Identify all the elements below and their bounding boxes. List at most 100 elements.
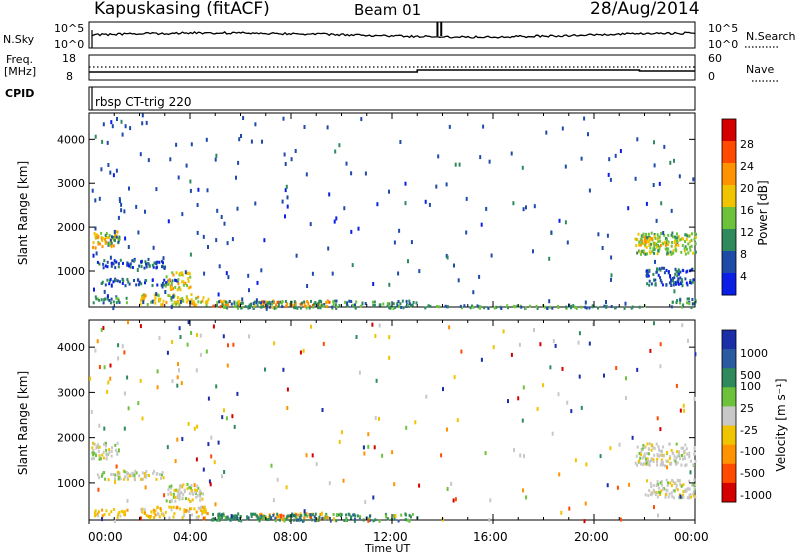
power-panel-cell <box>144 281 146 285</box>
power-panel-cell <box>682 303 685 307</box>
power-panel-cell <box>653 233 656 236</box>
velocity-panel-cell <box>693 478 696 482</box>
velocity-panel-cell <box>276 512 279 516</box>
power-colorbar-label: Power [dB] <box>756 180 770 246</box>
velocity-panel-cell <box>681 454 683 457</box>
power-panel-cell <box>660 231 663 235</box>
power-panel-cell <box>101 236 104 240</box>
velocity-panel-cell <box>666 483 669 487</box>
velocity-panel-cell <box>97 443 100 447</box>
power-panel-cell <box>267 301 270 305</box>
velocity-panel-cell <box>655 484 658 487</box>
power-panel-speckle <box>404 181 407 186</box>
velocity-panel-cell <box>672 489 675 492</box>
power-panel-cell <box>100 231 103 235</box>
power-panel-speckle <box>93 287 95 292</box>
velocity-panel-cell <box>656 463 659 467</box>
x-tick-label: 20:00 <box>574 530 609 544</box>
velocity-panel-cell <box>191 498 194 502</box>
power-panel-speckle <box>206 188 209 193</box>
velocity-panel-cell <box>169 500 172 504</box>
velocity-panel-cell <box>322 516 325 520</box>
power-panel-speckle <box>652 183 655 187</box>
velocity-panel-cell <box>127 471 129 475</box>
velocity-panel-speckle <box>236 391 239 396</box>
power-panel-speckle <box>654 259 656 264</box>
power-panel-cell <box>185 296 188 300</box>
velocity-panel-cell <box>181 485 184 489</box>
velocity-panel-cell <box>646 457 649 461</box>
power-panel-cell <box>506 304 509 308</box>
velocity-panel-cell <box>188 492 191 496</box>
velocity-panel-cell <box>126 508 129 512</box>
power-panel-cell <box>156 293 159 297</box>
velocity-panel-speckle <box>657 513 659 518</box>
velocity-panel-speckle <box>367 518 370 523</box>
power-panel-cell <box>174 285 177 289</box>
velocity-panel-cell <box>636 463 639 467</box>
power-panel-speckle <box>482 124 485 129</box>
power-panel-cell <box>642 232 645 236</box>
velocity-panel-cell <box>143 475 146 478</box>
power-panel-speckle <box>103 289 106 294</box>
power-panel-speckle <box>141 121 144 126</box>
power-panel-speckle <box>398 228 401 233</box>
power-colorbar-tick: 4 <box>740 270 747 283</box>
power-panel-speckle <box>525 205 527 210</box>
power-panel-cell <box>691 298 694 301</box>
velocity-panel-cell <box>319 513 322 516</box>
velocity-panel-speckle <box>522 488 524 493</box>
velocity-panel-cell <box>291 514 294 518</box>
power-panel-cell <box>663 271 666 275</box>
velocity-panel-cell <box>93 514 96 518</box>
velocity-panel-speckle <box>517 396 520 401</box>
power-panel-speckle <box>216 208 219 213</box>
power-panel-cell <box>280 301 283 305</box>
power-panel-cell <box>263 300 266 304</box>
power-panel-cell <box>115 279 117 282</box>
power-panel-cell <box>690 281 693 285</box>
power-panel-cell <box>261 303 264 307</box>
velocity-panel-cell <box>154 513 157 517</box>
power-panel-speckle <box>215 238 218 243</box>
velocity-panel-speckle <box>156 385 159 390</box>
power-panel-speckle <box>335 216 338 221</box>
power-panel-speckle <box>129 126 132 131</box>
velocity-panel-speckle <box>568 506 571 511</box>
velocity-panel-cell <box>303 512 306 516</box>
power-panel-cell <box>105 231 108 235</box>
power-panel-speckle <box>606 233 609 238</box>
velocity-panel-cell <box>639 456 642 460</box>
velocity-panel-cell <box>97 446 100 450</box>
velocity-panel-cell <box>686 487 689 491</box>
power-panel-speckle <box>306 284 309 288</box>
velocity-panel-cell <box>104 477 107 481</box>
power-panel-frame <box>88 112 696 308</box>
velocity-panel-cell <box>651 491 654 495</box>
power-panel-ytick-label: 1000 <box>57 265 85 278</box>
velocity-panel-cell <box>162 512 164 516</box>
velocity-panel-cell <box>181 496 184 500</box>
power-panel-speckle <box>92 253 95 258</box>
power-panel-speckle <box>214 157 217 162</box>
velocity-panel-speckle <box>374 415 377 420</box>
velocity-panel-cell <box>265 516 268 520</box>
power-panel-speckle <box>673 158 675 163</box>
power-panel-cell <box>674 281 677 285</box>
power-panel-cell <box>335 305 338 309</box>
velocity-panel-speckle <box>533 328 535 332</box>
power-panel-cell <box>680 278 683 282</box>
power-panel-cell <box>654 278 657 282</box>
velocity-panel-cell <box>124 475 127 479</box>
velocity-panel-speckle <box>98 423 101 428</box>
velocity-panel-cell <box>659 493 662 496</box>
power-panel-cell <box>207 297 210 301</box>
velocity-panel-cell <box>119 477 122 481</box>
power-panel-cell <box>187 298 190 302</box>
velocity-panel-cell <box>110 472 113 476</box>
velocity-panel-cell <box>99 455 102 459</box>
power-panel-cell <box>656 237 659 241</box>
velocity-panel-cell <box>118 510 121 514</box>
velocity-panel-speckle <box>187 320 190 325</box>
power-panel-speckle <box>94 134 97 139</box>
